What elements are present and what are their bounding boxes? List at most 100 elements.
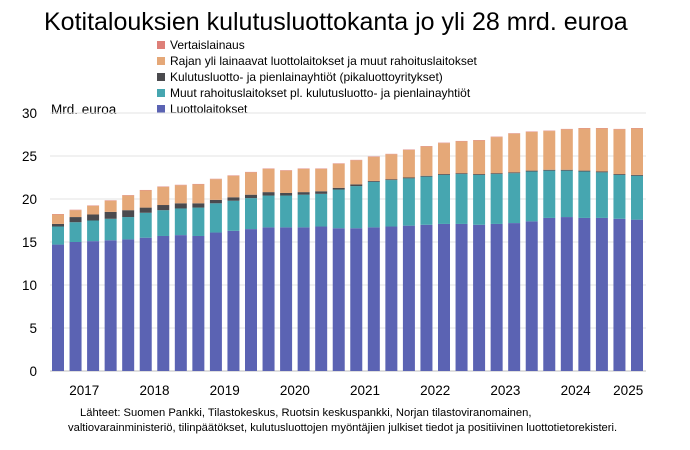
x-tick-label: 2020 <box>280 383 310 398</box>
bar-segment-series-1 <box>508 173 521 224</box>
bar-segment-series-3 <box>174 185 187 204</box>
bar-segment-series-2 <box>157 205 170 211</box>
bar-segment-series-0 <box>631 219 643 371</box>
bar-segment-series-2 <box>525 170 538 172</box>
bar-segment-series-1 <box>157 210 170 236</box>
bar-segment-series-0 <box>613 218 626 371</box>
bar-segment-series-3 <box>543 131 556 170</box>
bar-segment-series-2 <box>245 194 257 199</box>
bar-segment-series-2 <box>350 184 363 187</box>
y-tick-label: 25 <box>22 149 37 164</box>
bar-segment-series-3 <box>139 190 152 208</box>
bar-segment-series-0 <box>543 217 556 371</box>
bar-segment-series-3 <box>490 137 503 174</box>
bar-segment-series-1 <box>350 186 363 229</box>
bar-segment-series-1 <box>122 217 135 240</box>
bar-segment-series-1 <box>104 218 117 241</box>
bar-segment-series-1 <box>525 171 538 222</box>
bar-stack-2021Q3 <box>367 156 380 371</box>
bar-segment-series-1 <box>297 194 310 228</box>
bar-stack-2018Q1 <box>122 195 135 371</box>
bar-segment-series-2 <box>385 179 398 181</box>
legend-swatch-kulutusluottoyhtiot <box>157 73 165 81</box>
bar-stack-2023Q2 <box>490 136 503 371</box>
bar-segment-series-3 <box>104 200 117 212</box>
bar-segment-series-3 <box>87 205 100 215</box>
bar-segment-series-3 <box>525 131 538 171</box>
bar-segment-series-2 <box>87 214 100 221</box>
bar-segment-series-0 <box>455 223 468 371</box>
bar-segment-series-0 <box>525 221 538 371</box>
bar-segment-series-2 <box>52 223 64 227</box>
bar-segment-series-0 <box>402 225 415 371</box>
bar-segment-series-3 <box>52 214 64 224</box>
bar-segment-series-2 <box>367 180 380 182</box>
bar-segment-series-2 <box>560 169 573 171</box>
bar-segment-series-3 <box>420 146 433 176</box>
x-axis-ticks: 2017 2018 2019 2020 2021 2022 2023 2024 2025 <box>69 383 643 398</box>
bar-segment-series-3 <box>315 168 328 192</box>
bar-stack-2024Q3 <box>578 128 591 371</box>
bar-segment-series-0 <box>122 239 135 371</box>
bar-segment-series-1 <box>69 222 82 242</box>
bar-segment-series-1 <box>578 171 591 218</box>
bar-segment-series-0 <box>508 223 521 371</box>
legend-swatch-rajan-yli <box>157 57 165 65</box>
bar-stack-2025Q1 <box>613 128 626 371</box>
bar-stack-2017Q1 <box>52 214 64 371</box>
bar-segment-series-1 <box>209 203 222 233</box>
bar-stack-2022Q1 <box>402 149 415 371</box>
bar-segment-series-3 <box>367 156 380 181</box>
bar-segment-series-0 <box>367 227 380 371</box>
bar-stack-2018Q2 <box>139 189 152 371</box>
bar-stack-2018Q3 <box>157 186 170 371</box>
source-line-1: Lähteet: Suomen Pankki, Tilastokeskus, R… <box>80 407 531 419</box>
bar-segment-series-0 <box>280 227 293 371</box>
bar-segment-series-0 <box>227 230 240 371</box>
bar-segment-series-0 <box>104 240 117 371</box>
x-tick-label: 2018 <box>139 383 169 398</box>
bar-segment-series-2 <box>69 217 82 223</box>
bar-segment-series-0 <box>315 226 328 371</box>
bar-segment-series-2 <box>595 171 608 173</box>
bar-segment-series-2 <box>332 187 345 190</box>
bar-segment-series-2 <box>420 175 433 177</box>
bar-segment-series-3 <box>262 168 275 193</box>
bar-stack-2019Q1 <box>192 183 205 371</box>
y-axis-ticks: 0 5 10 15 20 25 30 <box>22 106 37 379</box>
chart-title: Kotitalouksien kulutusluottokanta jo yli… <box>44 8 628 36</box>
bar-segment-series-0 <box>262 227 275 371</box>
bar-segment-series-0 <box>438 223 450 371</box>
bar-stack-2017Q2 <box>69 209 82 371</box>
bar-segment-series-3 <box>157 186 170 206</box>
bar-segment-series-1 <box>139 212 152 238</box>
y-tick-label: 10 <box>22 278 37 293</box>
bar-segment-series-0 <box>578 217 591 371</box>
bar-segment-series-2 <box>227 197 240 201</box>
bar-stack-2021Q2 <box>350 159 363 371</box>
bar-segment-series-3 <box>631 128 643 175</box>
bar-segment-series-0 <box>157 235 170 371</box>
x-tick-label: 2017 <box>69 383 99 398</box>
bar-segment-series-1 <box>332 189 345 229</box>
bar-stack-2017Q4 <box>104 200 117 371</box>
bar-segment-series-2 <box>438 174 450 175</box>
bar-segment-series-1 <box>543 170 556 218</box>
bar-segment-series-1 <box>402 178 415 226</box>
bar-segment-series-3 <box>192 184 205 204</box>
bar-stack-2023Q3 <box>508 133 521 371</box>
bar-segment-series-0 <box>245 229 257 371</box>
bar-segment-series-0 <box>385 226 398 371</box>
y-tick-label: 15 <box>22 235 37 250</box>
bar-stack-2021Q4 <box>385 153 398 371</box>
bar-segment-series-0 <box>350 228 363 371</box>
bar-segment-series-2 <box>455 173 468 175</box>
source-line-2: valtiovarainministeriö, tilinpäätökset, … <box>68 422 617 434</box>
bar-segment-series-2 <box>104 211 117 219</box>
bar-segment-series-1 <box>174 208 187 236</box>
legend-label-luottolaitokset: Luottolaitokset <box>170 102 248 116</box>
bar-stack-2019Q3 <box>227 175 240 371</box>
bar-segment-series-3 <box>508 133 521 173</box>
bar-segment-series-1 <box>227 200 240 231</box>
bar-segment-series-1 <box>280 195 293 228</box>
